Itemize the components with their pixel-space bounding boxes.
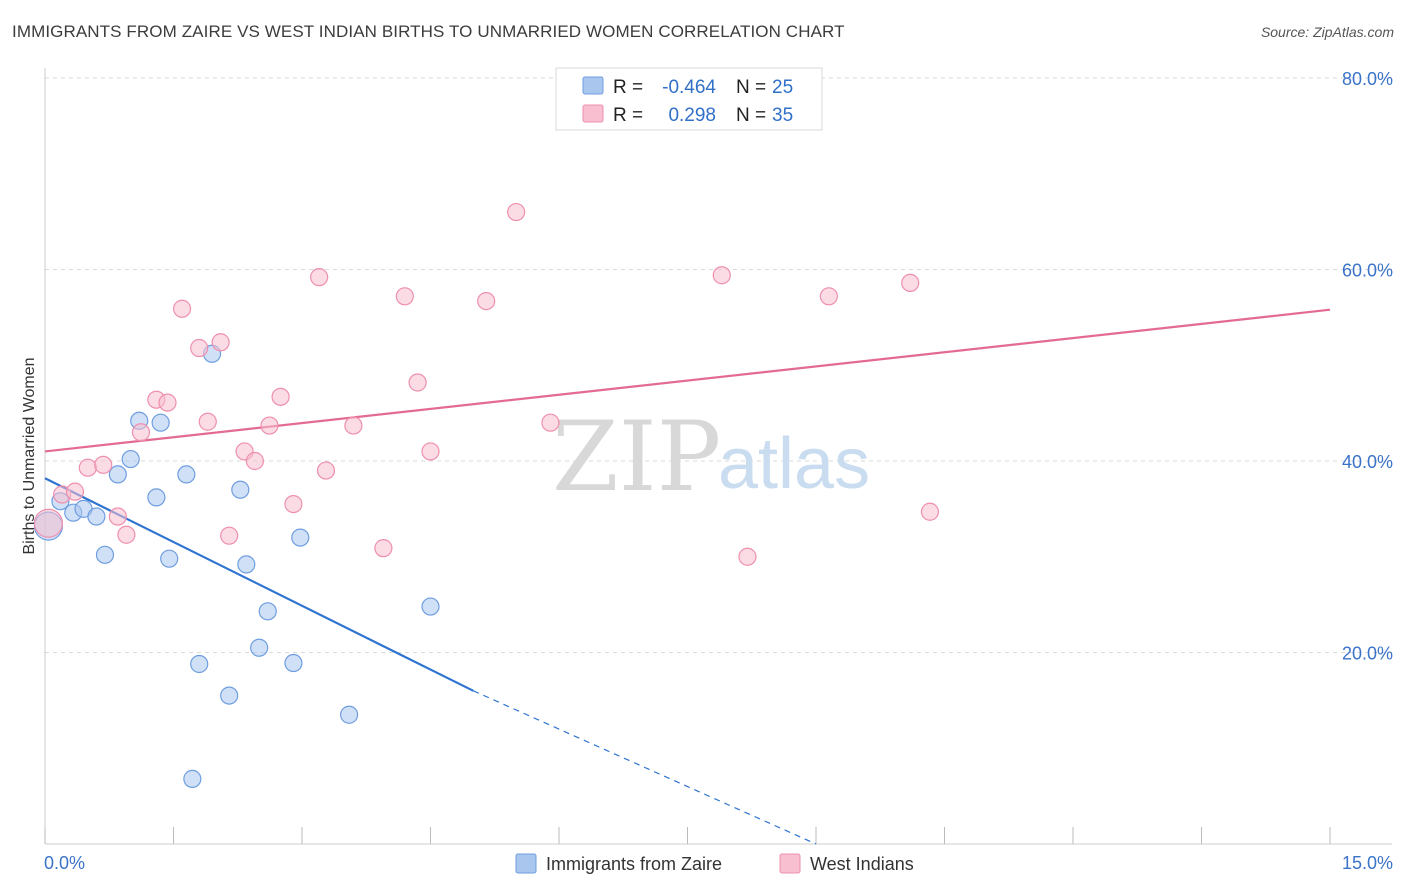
data-point-west-indians bbox=[211, 333, 230, 352]
data-point-west-indians bbox=[108, 507, 127, 526]
data-point-zaire bbox=[95, 545, 115, 564]
data-point-zaire bbox=[340, 705, 359, 724]
data-point-zaire bbox=[183, 769, 202, 788]
data-point-zaire bbox=[177, 465, 196, 484]
data-point-zaire bbox=[121, 449, 140, 469]
x-tick-label-max: 15.0% bbox=[1342, 853, 1393, 873]
data-point-zaire bbox=[291, 528, 310, 547]
data-point-west-indians bbox=[260, 416, 279, 435]
data-point-west-indians bbox=[220, 526, 239, 545]
data-point-zaire bbox=[231, 480, 250, 499]
correlation-legend: R = -0.464 N = 25 R = 0.298 N = 35 bbox=[555, 67, 823, 131]
series-legend-label-west-indians: West Indians bbox=[810, 854, 914, 874]
y-axis-label: Births to Unmarried Women bbox=[21, 357, 38, 554]
data-point-west-indians bbox=[374, 539, 393, 558]
data-point-west-indians bbox=[271, 387, 290, 406]
data-point-west-indians bbox=[395, 287, 414, 306]
x-tick-label-min: 0.0% bbox=[44, 853, 85, 873]
watermark-atlas: atlas bbox=[718, 424, 870, 504]
data-point-west-indians bbox=[738, 547, 757, 566]
data-point-zaire bbox=[151, 413, 170, 432]
data-point-west-indians bbox=[310, 268, 329, 287]
data-point-west-indians bbox=[78, 458, 97, 477]
data-point-west-indians bbox=[477, 291, 496, 311]
data-point-zaire bbox=[250, 638, 269, 657]
y-tick-label: 60.0% bbox=[1342, 261, 1393, 281]
data-point-zaire bbox=[147, 488, 166, 507]
data-point-west-indians bbox=[245, 451, 264, 471]
watermark-zip: ZIP bbox=[552, 401, 721, 513]
data-point-west-indians bbox=[421, 442, 440, 461]
data-point-west-indians bbox=[316, 461, 336, 480]
data-point-west-indians bbox=[819, 287, 838, 306]
data-point-west-indians bbox=[284, 494, 303, 514]
legend-n-value: 35 bbox=[772, 105, 793, 126]
data-point-west-indians bbox=[507, 202, 526, 222]
series-legend: Immigrants from Zaire West Indians bbox=[515, 853, 914, 874]
legend-n-label: N = bbox=[736, 105, 766, 126]
data-point-west-indians bbox=[198, 412, 217, 431]
y-tick-label: 40.0% bbox=[1342, 452, 1393, 472]
legend-r-value: -0.464 bbox=[662, 77, 716, 98]
series-legend-swatch-west-indians bbox=[779, 853, 801, 874]
data-point-west-indians bbox=[541, 413, 560, 432]
data-point-zaire bbox=[108, 465, 127, 484]
data-point-zaire bbox=[160, 549, 179, 568]
y-tick-label: 20.0% bbox=[1342, 644, 1393, 664]
data-point-west-indians bbox=[131, 423, 151, 442]
data-point-west-indians bbox=[117, 525, 136, 544]
series-legend-swatch-zaire bbox=[515, 853, 537, 874]
legend-r-label: R = bbox=[613, 77, 643, 98]
legend-r-value: 0.298 bbox=[668, 105, 716, 126]
data-point-zaire bbox=[284, 653, 303, 673]
data-point-west-indians bbox=[33, 508, 64, 538]
legend-swatch-zaire bbox=[582, 76, 604, 95]
data-point-zaire bbox=[190, 654, 209, 674]
data-point-west-indians bbox=[901, 273, 920, 293]
legend-n-value: 25 bbox=[772, 77, 793, 98]
trendline-extension-zaire bbox=[473, 690, 817, 845]
source-credit: Source: ZipAtlas.com bbox=[1260, 24, 1394, 40]
data-point-west-indians bbox=[190, 338, 209, 358]
data-point-west-indians bbox=[65, 482, 85, 501]
tick-labels: 20.0% 40.0% 60.0% 80.0% 0.0% 15.0% bbox=[44, 69, 1393, 873]
data-point-west-indians bbox=[344, 416, 363, 435]
data-point-west-indians bbox=[920, 502, 940, 521]
data-point-zaire bbox=[237, 555, 256, 574]
data-point-west-indians bbox=[94, 455, 113, 474]
data-point-west-indians bbox=[408, 373, 427, 392]
data-point-zaire bbox=[87, 507, 106, 526]
axes bbox=[44, 68, 1392, 845]
data-point-zaire bbox=[220, 686, 239, 705]
data-points bbox=[33, 202, 940, 788]
trendline-west-indians bbox=[44, 308, 1331, 453]
trendline-zaire bbox=[44, 477, 474, 692]
data-point-zaire bbox=[258, 602, 277, 621]
y-tick-label: 80.0% bbox=[1342, 69, 1393, 89]
data-point-zaire bbox=[421, 597, 440, 616]
data-point-west-indians bbox=[158, 393, 177, 412]
data-point-west-indians bbox=[172, 299, 192, 318]
legend-r-label: R = bbox=[613, 105, 643, 126]
legend-n-label: N = bbox=[736, 77, 766, 98]
legend-swatch-west-indians bbox=[582, 104, 604, 123]
chart-title: IMMIGRANTS FROM ZAIRE VS WEST INDIAN BIR… bbox=[12, 22, 845, 41]
trendlines bbox=[44, 308, 1331, 845]
data-point-west-indians bbox=[712, 266, 731, 285]
series-legend-label-zaire: Immigrants from Zaire bbox=[546, 854, 722, 874]
